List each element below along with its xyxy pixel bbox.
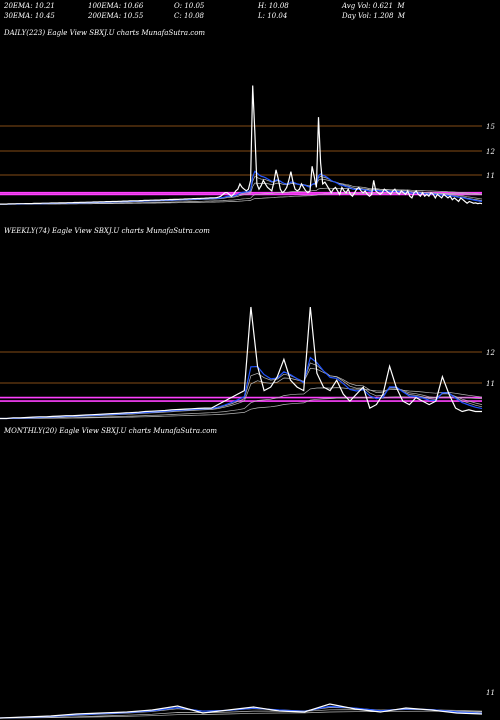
stat-avg-vol: Avg Vol: 0.621 M — [342, 2, 405, 10]
weekly-ema-30-line — [0, 367, 483, 419]
stat-close: C: 10.08 — [174, 12, 204, 20]
stat-100ema: 100EMA: 10.66 — [88, 2, 144, 10]
daily-ytick-label-0: 15 — [486, 123, 495, 131]
weekly-panel-title: WEEKLY(74) Eagle View SBXJ.U charts Muna… — [4, 227, 210, 235]
monthly-price-line — [0, 703, 483, 719]
weekly-price-line — [0, 306, 482, 420]
stat-open: O: 10.05 — [174, 2, 205, 10]
daily-ema-200-line — [0, 192, 483, 205]
stat-20ema: 20EMA: 10.21 — [4, 2, 55, 10]
weekly-ema-100-line — [0, 387, 483, 419]
monthly-ytick-label-0: 11 — [486, 689, 495, 697]
stat-30ema: 30EMA: 10.45 — [4, 12, 55, 20]
weekly-ema-200-line — [0, 396, 483, 419]
daily-ytick-label-1: 12 — [486, 148, 495, 156]
daily-panel-title: DAILY(223) Eagle View SBXJ.U charts Muna… — [4, 29, 206, 37]
stat-low: L: 10.04 — [258, 12, 288, 20]
daily-ytick-label-2: 11 — [486, 172, 495, 180]
stat-200ema: 200EMA: 10.55 — [88, 12, 144, 20]
daily-ema-30-line — [0, 178, 483, 205]
weekly-ytick-label-1: 11 — [486, 380, 495, 388]
daily-price-line — [0, 85, 483, 205]
stat-high: H: 10.08 — [258, 2, 289, 10]
monthly-ema-200-line — [0, 710, 483, 719]
monthly-panel-title: MONTHLY(20) Eagle View SBXJ.U charts Mun… — [4, 427, 217, 435]
stat-day-vol: Day Vol: 1.208 M — [342, 12, 406, 20]
weekly-ytick-label-0: 12 — [486, 349, 495, 357]
